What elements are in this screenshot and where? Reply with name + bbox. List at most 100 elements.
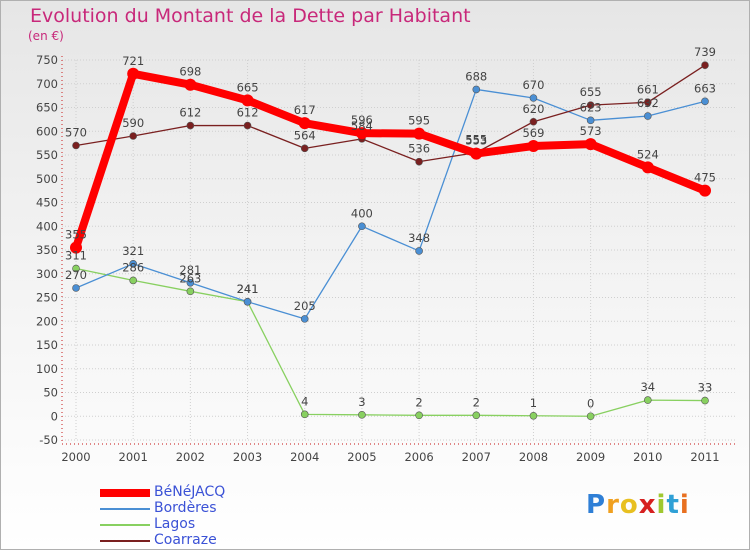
- y-tick-label: 350: [36, 243, 58, 257]
- data-label-benejacq: 698: [179, 65, 201, 79]
- series-line-benejacq: [72, 69, 709, 252]
- legend-item-benejacq: BéNéJACQ: [100, 484, 340, 501]
- legend-swatch-coarraze: [100, 540, 150, 542]
- legend-swatch-benejacq: [100, 489, 150, 497]
- y-tick-label: 0: [51, 409, 58, 423]
- data-point-borderes: [243, 297, 252, 306]
- x-tick-label: 2010: [633, 450, 662, 464]
- data-label-coarraze: 620: [522, 102, 544, 116]
- y-tick-label: 600: [36, 124, 58, 138]
- proxiti-logo: Proxiti: [586, 490, 690, 520]
- data-point-benejacq: [241, 94, 254, 107]
- data-point-lagos: [186, 287, 195, 296]
- data-label-lagos: 33: [698, 381, 713, 395]
- data-point-borderes: [129, 259, 137, 268]
- data-point-borderes: [586, 116, 595, 125]
- data-label-coarraze: 661: [637, 82, 659, 96]
- data-point-borderes: [72, 284, 80, 292]
- data-point-coarraze: [129, 132, 137, 140]
- data-point-benejacq: [70, 241, 82, 254]
- x-tick-label: 2002: [176, 450, 205, 464]
- data-label-coarraze: 555: [465, 133, 487, 147]
- data-point-coarraze: [644, 98, 652, 107]
- legend-swatch-borderes: [100, 508, 150, 510]
- data-label-coarraze: 536: [408, 142, 430, 156]
- data-point-borderes: [701, 97, 709, 106]
- y-tick-label: -50: [39, 433, 58, 447]
- chart-unit-label: (en €): [28, 29, 64, 43]
- data-point-coarraze: [415, 157, 423, 166]
- legend-item-borderes: Bordères: [100, 500, 340, 517]
- data-label-borderes: 623: [580, 100, 602, 114]
- y-tick-label: 200: [36, 314, 58, 328]
- data-label-coarraze: 655: [580, 85, 602, 99]
- data-label-coarraze: 612: [237, 106, 259, 120]
- data-label-lagos: 311: [65, 249, 87, 263]
- data-point-coarraze: [186, 121, 195, 130]
- data-label-benejacq: 595: [408, 114, 430, 128]
- x-tick-label: 2008: [519, 450, 548, 464]
- series-line-borderes: [75, 88, 706, 320]
- data-label-borderes: 281: [179, 263, 201, 277]
- data-point-lagos: [644, 396, 652, 404]
- data-point-benejacq: [413, 127, 426, 140]
- data-point-coarraze: [300, 144, 309, 153]
- data-label-benejacq: 475: [694, 171, 716, 185]
- data-label-lagos: 3: [358, 395, 365, 409]
- logo-letter: i: [656, 490, 667, 520]
- data-label-borderes: 688: [465, 69, 487, 83]
- y-tick-label: 150: [36, 338, 58, 352]
- data-label-lagos: 2: [415, 395, 422, 409]
- y-tick-label: 550: [36, 148, 58, 162]
- data-point-benejacq: [470, 147, 483, 160]
- y-tick-label: 300: [36, 267, 58, 281]
- data-point-lagos: [415, 411, 423, 420]
- x-tick-label: 2006: [404, 450, 433, 464]
- legend-label-borderes: Bordères: [154, 500, 217, 516]
- y-tick-label: 650: [36, 101, 58, 115]
- y-tick-label: 700: [36, 77, 58, 91]
- data-point-borderes: [415, 247, 423, 255]
- x-tick-label: 2009: [576, 450, 605, 464]
- data-point-lagos: [129, 276, 137, 285]
- data-point-lagos: [72, 264, 80, 273]
- data-label-benejacq: 596: [351, 113, 373, 127]
- y-tick-label: 50: [43, 386, 58, 400]
- series-line-coarraze: [75, 64, 706, 163]
- data-point-benejacq: [298, 117, 311, 130]
- data-point-lagos: [300, 410, 309, 419]
- legend-label-coarraze: Coarraze: [154, 532, 217, 548]
- data-label-benejacq: 553: [465, 134, 487, 148]
- data-point-borderes: [644, 112, 652, 120]
- data-point-borderes: [358, 222, 366, 231]
- data-point-coarraze: [701, 61, 709, 70]
- data-label-borderes: 670: [522, 78, 544, 92]
- x-tick-label: 2001: [119, 450, 148, 464]
- x-tick-label: 2011: [690, 450, 719, 464]
- logo-letter: o: [619, 490, 639, 520]
- data-label-lagos: 263: [179, 271, 201, 285]
- data-label-benejacq: 665: [237, 80, 259, 94]
- data-label-coarraze: 612: [179, 106, 201, 120]
- data-point-benejacq: [184, 78, 197, 91]
- y-tick-label: 500: [36, 172, 58, 186]
- data-point-benejacq: [641, 161, 654, 174]
- data-point-benejacq: [527, 139, 540, 152]
- data-label-borderes: 270: [65, 268, 87, 282]
- x-tick-label: 2004: [290, 450, 319, 464]
- legend-item-coarraze: Coarraze: [100, 532, 340, 549]
- x-tick-label: 2000: [61, 450, 90, 464]
- data-label-borderes: 348: [408, 231, 430, 245]
- data-point-lagos: [472, 411, 481, 420]
- y-tick-label: 250: [36, 291, 58, 305]
- data-point-borderes: [472, 85, 481, 94]
- data-label-coarraze: 570: [65, 126, 87, 140]
- data-label-lagos: 34: [640, 380, 655, 394]
- data-point-benejacq: [127, 67, 140, 80]
- legend-swatch-lagos: [100, 524, 150, 526]
- data-label-lagos: 241: [237, 282, 259, 296]
- data-label-coarraze: 584: [351, 119, 373, 133]
- data-point-lagos: [701, 396, 709, 405]
- x-tick-label: 2007: [462, 450, 491, 464]
- data-label-coarraze: 590: [122, 116, 144, 130]
